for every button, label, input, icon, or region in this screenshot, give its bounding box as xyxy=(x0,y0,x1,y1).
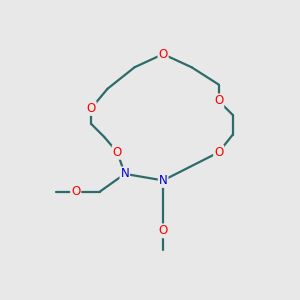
Text: N: N xyxy=(120,167,129,180)
Text: O: O xyxy=(158,48,168,61)
Text: O: O xyxy=(113,146,122,159)
Text: N: N xyxy=(159,174,167,187)
Text: O: O xyxy=(158,224,168,237)
Text: O: O xyxy=(214,146,223,159)
Text: O: O xyxy=(214,94,223,107)
Text: O: O xyxy=(71,185,80,198)
Text: O: O xyxy=(86,102,96,115)
